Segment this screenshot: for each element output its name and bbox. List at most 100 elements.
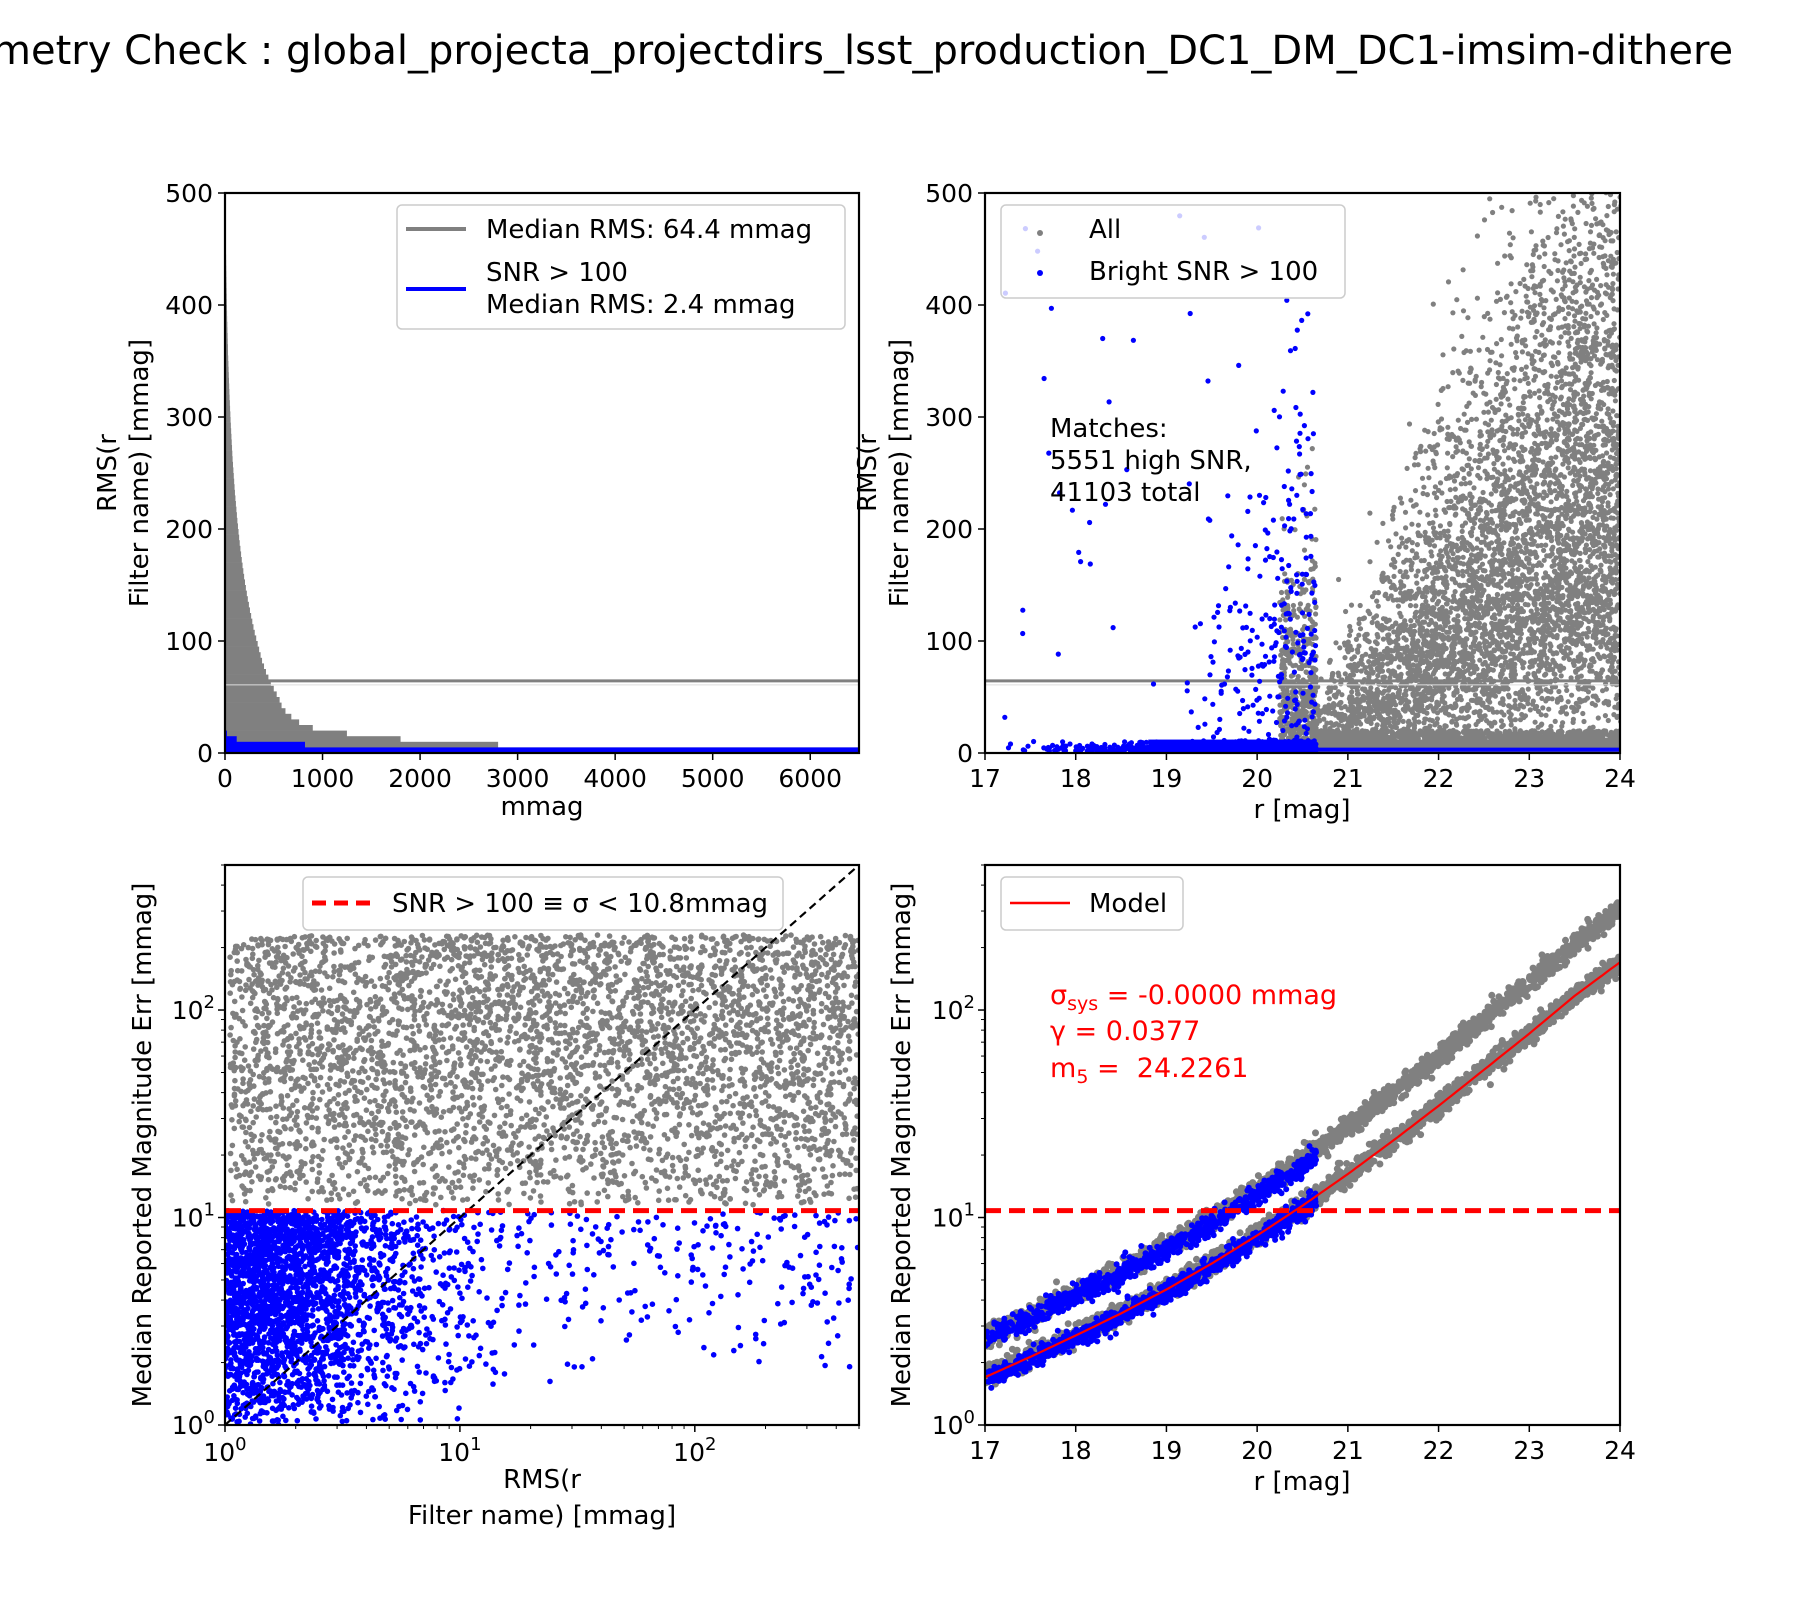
data-point xyxy=(1562,412,1568,418)
data-point xyxy=(1527,200,1533,206)
data-point xyxy=(1500,697,1506,703)
data-point xyxy=(1501,310,1507,316)
data-point xyxy=(1452,617,1458,623)
data-point xyxy=(1578,636,1585,642)
data-point xyxy=(1474,536,1480,542)
data-point xyxy=(1533,243,1539,249)
data-point xyxy=(1573,642,1579,648)
data-point xyxy=(1592,702,1598,708)
data-point xyxy=(1442,509,1449,515)
data-point xyxy=(1373,613,1380,619)
data-point xyxy=(1500,461,1506,467)
data-point xyxy=(1600,379,1606,385)
data-point xyxy=(1424,574,1430,580)
histogram-bar xyxy=(225,635,257,642)
data-point xyxy=(1525,686,1531,692)
data-point xyxy=(1485,603,1491,610)
histogram-bar xyxy=(225,445,233,451)
data-point xyxy=(1534,635,1540,642)
data-point xyxy=(1408,721,1414,727)
data-point xyxy=(1561,439,1567,445)
data-point xyxy=(1532,463,1539,469)
data-point xyxy=(1588,370,1594,376)
data-point xyxy=(1582,610,1588,616)
data-point xyxy=(1417,614,1423,620)
data-point xyxy=(1603,631,1609,638)
data-point xyxy=(1484,476,1490,482)
data-point xyxy=(1599,244,1605,250)
data-point xyxy=(1426,689,1432,695)
data-point xyxy=(1422,693,1428,699)
data-point xyxy=(1569,306,1576,312)
data-point xyxy=(1471,669,1477,676)
data-point xyxy=(1610,298,1616,304)
data-point xyxy=(1325,710,1331,716)
data-point xyxy=(1563,711,1570,717)
data-point xyxy=(1477,441,1483,447)
data-point xyxy=(1613,260,1619,266)
data-point xyxy=(1480,334,1486,340)
data-point xyxy=(1551,660,1557,666)
data-point xyxy=(1611,326,1617,332)
data-point xyxy=(1534,581,1540,587)
data-point xyxy=(1581,662,1587,668)
data-point xyxy=(1435,702,1442,708)
data-point xyxy=(1525,413,1531,419)
data-point xyxy=(1546,327,1552,333)
data-point xyxy=(1457,693,1463,700)
data-point xyxy=(1496,407,1502,413)
data-point xyxy=(1472,692,1478,698)
data-point xyxy=(1434,495,1440,501)
data-point xyxy=(1466,456,1472,462)
data-point xyxy=(1407,602,1414,609)
histogram-bar xyxy=(225,691,277,698)
data-point xyxy=(1581,718,1587,725)
data-point xyxy=(1588,563,1594,569)
data-point xyxy=(1562,316,1568,322)
data-point xyxy=(1607,351,1613,357)
histogram-bar xyxy=(225,366,229,373)
data-point xyxy=(1611,377,1617,384)
data-point xyxy=(1445,384,1451,390)
data-point xyxy=(1479,650,1485,657)
data-point xyxy=(1531,629,1537,636)
data-point xyxy=(1609,507,1615,513)
data-point xyxy=(1602,713,1608,719)
data-point xyxy=(1429,638,1435,644)
data-point xyxy=(1447,609,1453,615)
data-point xyxy=(1572,318,1578,324)
data-point xyxy=(1558,334,1564,340)
data-point xyxy=(1611,202,1617,208)
data-point xyxy=(1588,657,1595,663)
data-point xyxy=(1508,341,1514,347)
data-point xyxy=(1577,304,1583,310)
data-point xyxy=(1530,457,1536,463)
data-point xyxy=(1454,621,1460,627)
data-point xyxy=(1592,470,1598,476)
data-point xyxy=(1610,281,1616,287)
data-point xyxy=(1564,687,1570,694)
data-point xyxy=(1532,671,1538,677)
data-point xyxy=(1499,423,1505,429)
histogram-bar xyxy=(225,562,243,569)
data-point xyxy=(1553,296,1559,302)
data-point xyxy=(1452,589,1458,595)
data-point xyxy=(1349,656,1355,662)
data-point xyxy=(1434,716,1440,722)
data-point xyxy=(1560,223,1566,229)
data-point xyxy=(1585,625,1591,631)
data-point xyxy=(1550,584,1556,590)
data-point xyxy=(1570,203,1576,209)
data-point xyxy=(1450,713,1456,719)
data-point xyxy=(1373,701,1379,707)
data-point xyxy=(1610,486,1616,492)
data-point xyxy=(1548,538,1555,544)
data-point xyxy=(1600,442,1606,448)
histogram-bar xyxy=(225,355,229,362)
data-point xyxy=(1571,552,1577,558)
data-point xyxy=(1415,522,1421,528)
data-point xyxy=(1600,588,1606,594)
data-point xyxy=(1432,667,1438,673)
data-point xyxy=(1425,429,1431,435)
histogram-bar xyxy=(225,484,235,491)
